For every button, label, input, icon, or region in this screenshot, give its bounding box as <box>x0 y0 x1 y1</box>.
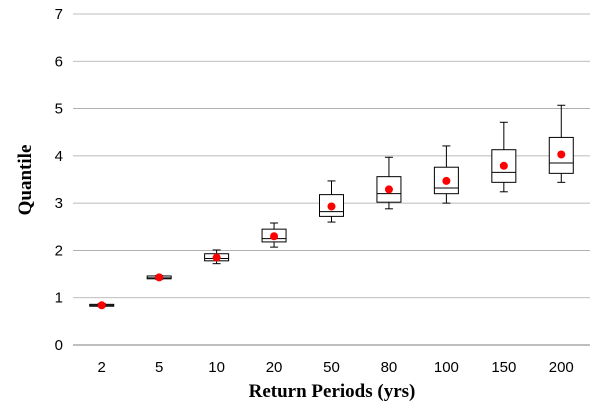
x-tick-label: 80 <box>381 359 398 376</box>
y-tick-label: 3 <box>55 195 63 212</box>
y-axis-title: Quantile <box>15 145 36 216</box>
boxes <box>89 104 574 310</box>
mean-marker <box>327 202 336 211</box>
mean-marker <box>155 273 164 282</box>
y-tick-label: 2 <box>55 242 63 259</box>
x-tick-label: 150 <box>491 359 516 376</box>
box-group <box>204 249 230 265</box>
box-group <box>146 273 172 282</box>
x-tick-label: 200 <box>549 359 574 376</box>
box-group <box>89 301 115 310</box>
box-iqr <box>433 166 459 195</box>
y-tick-label: 0 <box>55 337 63 354</box>
mean-marker <box>97 301 106 310</box>
y-tick-labels: 0 1 2 3 4 5 6 7 <box>55 6 63 354</box>
y-tick-label: 4 <box>55 148 63 165</box>
mean-marker <box>212 253 221 262</box>
box-group <box>548 104 574 183</box>
y-tick-label: 1 <box>55 290 63 307</box>
y-tick-label: 7 <box>55 6 63 23</box>
x-axis-title: Return Periods (yrs) <box>249 381 416 402</box>
box-group <box>491 121 517 193</box>
mean-marker <box>499 161 508 170</box>
x-tick-label: 5 <box>155 359 163 376</box>
x-tick-label: 50 <box>323 359 340 376</box>
y-tick-label: 5 <box>55 101 63 118</box>
mean-marker <box>384 185 393 194</box>
x-tick-label: 10 <box>208 359 225 376</box>
box-group <box>376 156 402 210</box>
box-group <box>319 180 344 223</box>
mean-marker <box>270 232 279 241</box>
box-group <box>261 222 287 248</box>
box-group <box>433 145 459 204</box>
x-tick-label: 100 <box>434 359 459 376</box>
mean-marker <box>442 176 451 185</box>
x-tick-labels: 2 5 10 20 50 80 100 150 200 <box>98 359 574 376</box>
mean-marker <box>557 150 566 159</box>
x-tick-label: 2 <box>98 359 106 376</box>
y-tick-label: 6 <box>55 53 63 70</box>
x-tick-label: 20 <box>266 359 283 376</box>
